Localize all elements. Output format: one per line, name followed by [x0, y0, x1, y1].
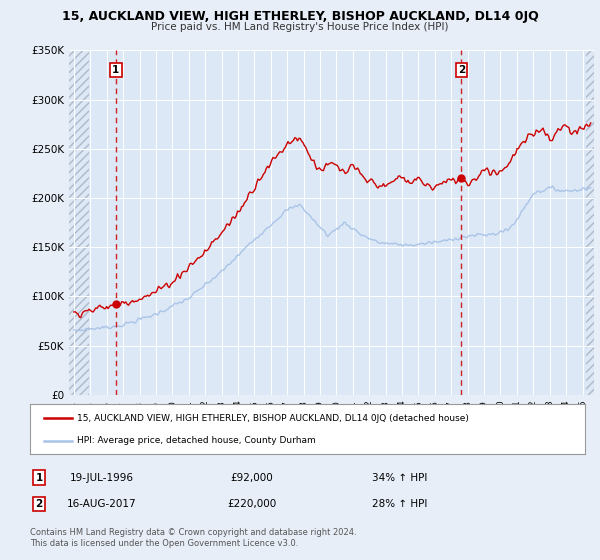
Text: Price paid vs. HM Land Registry's House Price Index (HPI): Price paid vs. HM Land Registry's House …: [151, 22, 449, 32]
Text: 2: 2: [35, 499, 43, 509]
Text: HPI: Average price, detached house, County Durham: HPI: Average price, detached house, Coun…: [77, 436, 316, 445]
Text: 28% ↑ HPI: 28% ↑ HPI: [372, 499, 427, 509]
Text: 34% ↑ HPI: 34% ↑ HPI: [372, 473, 427, 483]
Text: £220,000: £220,000: [227, 499, 277, 509]
Text: 16-AUG-2017: 16-AUG-2017: [67, 499, 137, 509]
Text: 2: 2: [458, 65, 465, 75]
Text: 15, AUCKLAND VIEW, HIGH ETHERLEY, BISHOP AUCKLAND, DL14 0JQ: 15, AUCKLAND VIEW, HIGH ETHERLEY, BISHOP…: [62, 10, 538, 23]
Text: 19-JUL-1996: 19-JUL-1996: [70, 473, 134, 483]
Text: This data is licensed under the Open Government Licence v3.0.: This data is licensed under the Open Gov…: [30, 539, 298, 548]
Text: 15, AUCKLAND VIEW, HIGH ETHERLEY, BISHOP AUCKLAND, DL14 0JQ (detached house): 15, AUCKLAND VIEW, HIGH ETHERLEY, BISHOP…: [77, 414, 469, 423]
Text: 1: 1: [112, 65, 119, 75]
Text: 1: 1: [35, 473, 43, 483]
Text: £92,000: £92,000: [230, 473, 274, 483]
Text: Contains HM Land Registry data © Crown copyright and database right 2024.: Contains HM Land Registry data © Crown c…: [30, 528, 356, 537]
